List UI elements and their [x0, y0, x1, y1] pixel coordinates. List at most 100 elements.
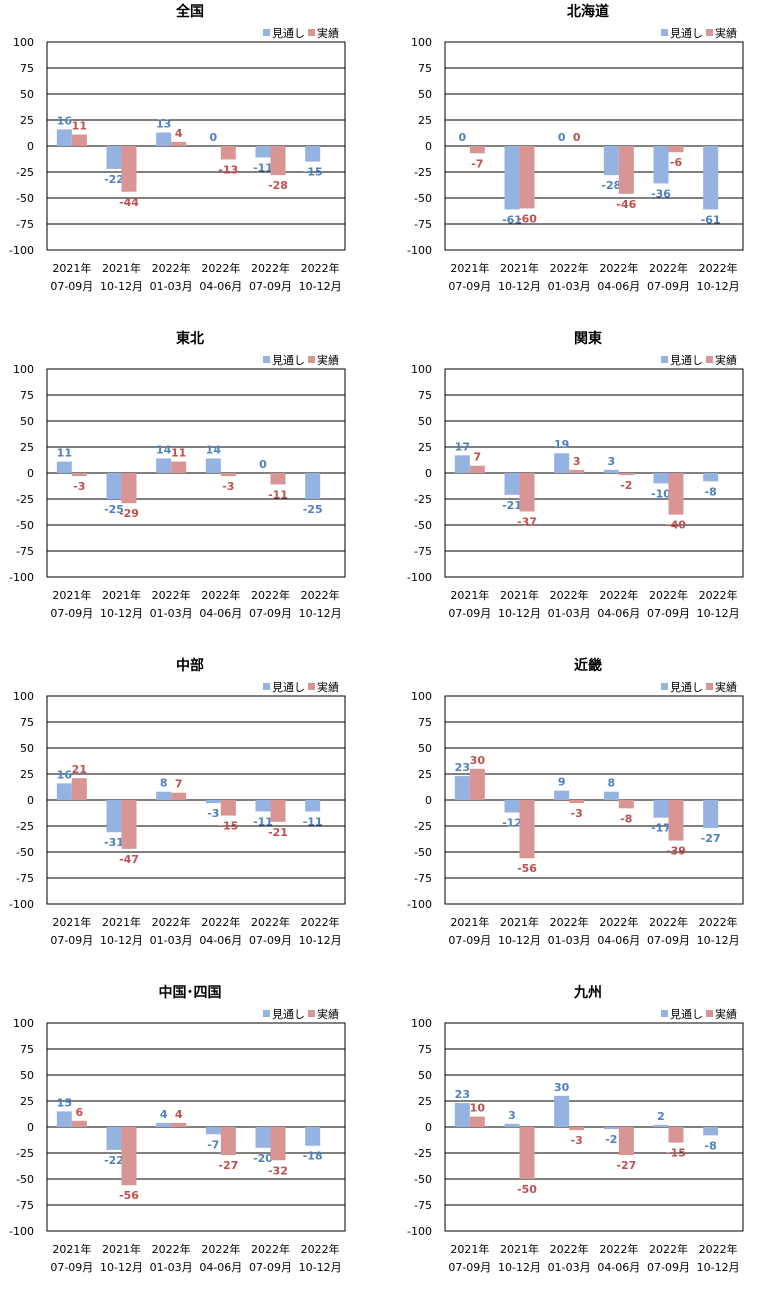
bar-actual	[121, 800, 137, 849]
data-label-actual: -2	[620, 479, 632, 492]
legend-label-forecast: 見通し	[272, 27, 305, 40]
y-tick-label: -100	[9, 244, 34, 257]
bar-actual	[668, 473, 684, 515]
bar-forecast	[56, 129, 72, 146]
y-tick-label: -25	[414, 1147, 432, 1160]
x-category-year: 2022年	[201, 915, 240, 929]
bar-actual	[668, 146, 684, 153]
y-tick-label: -50	[16, 846, 34, 859]
chart-title: 北海道	[567, 3, 609, 20]
y-tick-label: 0	[27, 140, 34, 153]
data-label-actual: -3	[222, 480, 234, 493]
y-tick-label: 75	[20, 62, 34, 75]
x-category-year: 2022年	[649, 261, 688, 275]
x-category-year: 2022年	[599, 261, 638, 275]
y-tick-label: -50	[16, 519, 34, 532]
data-label-forecast: -11	[253, 815, 273, 828]
data-label-forecast: -8	[705, 1139, 717, 1152]
x-category-months: 07-09月	[647, 1261, 690, 1274]
bar-actual	[121, 1127, 137, 1186]
x-category-year: 2022年	[201, 588, 240, 602]
bar-forecast	[106, 146, 122, 169]
y-tick-label: 100	[13, 36, 34, 49]
x-category-months: 04-06月	[199, 607, 242, 620]
data-label-actual: 21	[72, 763, 87, 776]
x-category-year: 2022年	[152, 588, 191, 602]
x-category-months: 07-09月	[50, 1261, 93, 1274]
x-category-months: 10-12月	[100, 1261, 143, 1274]
data-label-actual: -27	[218, 1159, 238, 1172]
bar-actual	[519, 1127, 535, 1179]
x-category-year: 2022年	[649, 915, 688, 929]
bar-forecast	[156, 1122, 172, 1127]
x-category-year: 2022年	[699, 915, 738, 929]
y-tick-label: -50	[414, 192, 432, 205]
y-tick-label: -25	[414, 820, 432, 833]
x-category-year: 2021年	[500, 588, 539, 602]
data-label-forecast: -11	[303, 815, 323, 828]
x-category-months: 07-09月	[448, 934, 491, 947]
legend-swatch	[661, 29, 668, 36]
x-category-months: 07-09月	[647, 934, 690, 947]
data-label-actual: -28	[268, 179, 288, 192]
y-tick-label: -75	[16, 872, 34, 885]
x-category-year: 2021年	[500, 915, 539, 929]
legend-label-actual: 実績	[317, 353, 339, 367]
bar-forecast	[504, 473, 520, 495]
y-tick-label: 25	[20, 114, 34, 127]
chart-title: 近畿	[574, 657, 602, 674]
x-category-months: 10-12月	[299, 280, 342, 293]
x-category-months: 01-03月	[548, 280, 591, 293]
x-category-year: 2022年	[152, 915, 191, 929]
data-label-forecast: 17	[455, 440, 470, 453]
y-tick-label: -75	[16, 545, 34, 558]
data-label-forecast: -22	[104, 1154, 124, 1167]
data-label-forecast: 30	[554, 1081, 570, 1094]
data-label-forecast: -2	[605, 1133, 617, 1146]
y-tick-label: 0	[425, 794, 432, 807]
x-category-months: 04-06月	[199, 934, 242, 947]
x-category-months: 01-03月	[150, 607, 193, 620]
data-label-forecast: -25	[104, 503, 124, 516]
y-tick-label: -50	[16, 192, 34, 205]
y-tick-label: -25	[16, 820, 34, 833]
bar-actual	[71, 134, 87, 146]
data-label-forecast: -11	[253, 161, 273, 174]
bar-forecast	[56, 783, 72, 800]
data-label-forecast: 9	[558, 776, 566, 789]
x-category-months: 10-12月	[100, 934, 143, 947]
bar-actual	[469, 768, 485, 800]
legend-label-actual: 実績	[317, 1007, 339, 1021]
bar-actual	[171, 1122, 187, 1127]
x-category-months: 01-03月	[150, 280, 193, 293]
data-label-forecast: -28	[601, 179, 621, 192]
bar-actual	[618, 473, 634, 476]
x-category-year: 2021年	[450, 261, 489, 275]
chart-panel: 100 75 50 25 0 -25 -50 -75 -100 東北 見通し 実績 11 -25 14 14 0…	[0, 327, 380, 654]
chart-panel: 100 75 50 25 0 -25 -50 -75 -100 北海道 見通し 実績 0 -61 0 -28 -…	[398, 0, 761, 327]
bar-actual	[270, 1127, 286, 1161]
data-label-actual: -11	[268, 488, 288, 501]
legend-label-actual: 実績	[317, 680, 339, 694]
legend-label-forecast: 見通し	[272, 1008, 305, 1021]
x-category-months: 07-09月	[50, 280, 93, 293]
x-category-months: 10-12月	[697, 280, 740, 293]
x-category-months: 10-12月	[299, 607, 342, 620]
legend-label-actual: 実績	[715, 680, 737, 694]
y-tick-label: 25	[418, 768, 432, 781]
data-label-actual: -60	[517, 212, 537, 225]
data-label-actual: -50	[517, 1183, 537, 1196]
bar-forecast	[603, 791, 619, 800]
bar-actual	[668, 1127, 684, 1143]
bar-forecast	[255, 146, 271, 158]
y-tick-label: 50	[20, 742, 34, 755]
x-category-months: 10-12月	[697, 607, 740, 620]
data-label-actual: 0	[573, 131, 581, 144]
bar-forecast	[305, 1127, 321, 1146]
data-label-forecast: 4	[160, 1108, 168, 1121]
chart-panel: 100 75 50 25 0 -25 -50 -75 -100 関東 見通し 実績 17 -21 19 3 -1…	[398, 327, 761, 654]
y-tick-label: 25	[20, 768, 34, 781]
bar-forecast	[156, 458, 172, 473]
x-category-months: 04-06月	[597, 934, 640, 947]
